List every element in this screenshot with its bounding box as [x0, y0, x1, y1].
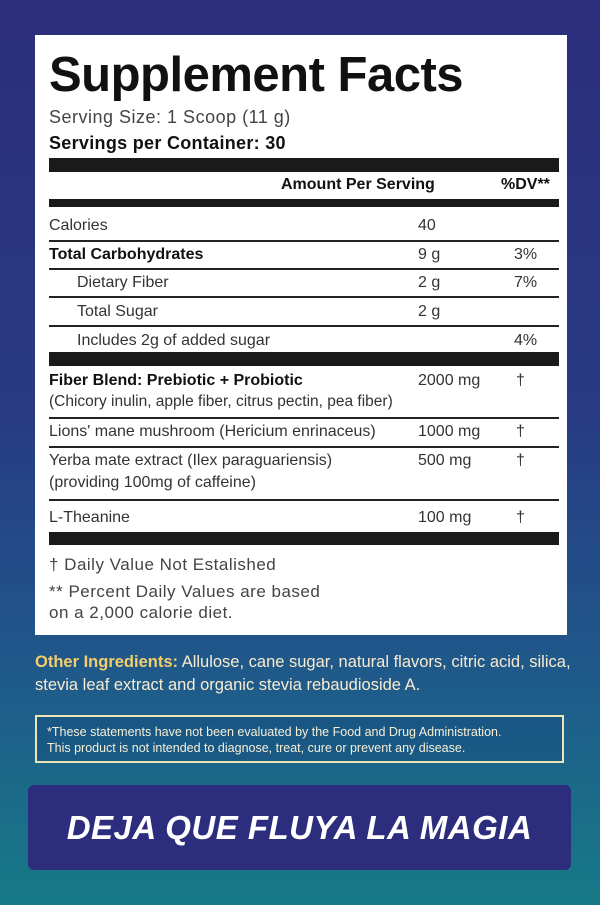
footnote-percent: ** Percent Daily Values are based — [49, 582, 321, 601]
row-amount: 2 g — [418, 274, 441, 291]
disclaimer-line: This product is not intended to diagnose… — [47, 741, 466, 755]
ingredient-sub: (Chicory inulin, apple fiber, citrus pec… — [49, 393, 393, 410]
divider — [49, 532, 559, 545]
ingredient-lions-mane: Lions' mane mushroom (Hericium enrinaceu… — [49, 423, 376, 440]
footnote-calorie: on a 2,000 calorie diet. — [49, 603, 234, 622]
row-amount: 40 — [418, 217, 436, 234]
servings-per-container: Servings per Container: 30 — [49, 133, 286, 153]
ingredient-dv: † — [516, 423, 525, 440]
amount-header: Amount Per Serving — [281, 176, 435, 193]
supplement-facts-label: Supplement Facts Serving Size: 1 Scoop (… — [35, 35, 567, 635]
fda-disclaimer: *These statements have not been evaluate… — [35, 715, 564, 763]
ingredient-amount: 2000 mg — [418, 372, 481, 389]
divider — [49, 199, 559, 207]
ingredient-yerba-mate: Yerba mate extract (Ilex paraguariensis) — [49, 452, 333, 469]
ingredient-amount: 500 mg — [418, 452, 472, 469]
row-dv: 3% — [514, 246, 538, 263]
row-total-carbohydrates: Total Carbohydrates — [49, 246, 204, 263]
ingredient-dv: † — [516, 509, 525, 526]
other-ingredients-text: Allulose, cane sugar, natural flavors, c… — [35, 653, 571, 694]
serving-size: Serving Size: 1 Scoop (11 g) — [49, 107, 291, 127]
footnote-dv: † Daily Value Not Estalished — [49, 555, 277, 574]
ingredient-dv: † — [516, 452, 525, 469]
row-dv: 7% — [514, 274, 538, 291]
row-total-sugar: Total Sugar — [77, 303, 158, 320]
ingredient-amount: 100 mg — [418, 509, 472, 526]
ingredient-l-theanine: L-Theanine — [49, 509, 130, 526]
divider — [49, 352, 559, 366]
divider — [49, 296, 559, 298]
divider — [49, 158, 559, 172]
row-dietary-fiber: Dietary Fiber — [77, 274, 169, 291]
divider — [49, 325, 559, 327]
row-amount: 2 g — [418, 303, 441, 320]
label-title: Supplement Facts — [49, 48, 464, 102]
row-dv: 4% — [514, 332, 538, 349]
ingredient-fiber-blend: Fiber Blend: Prebiotic + Probiotic — [49, 372, 303, 389]
divider — [49, 446, 559, 448]
ingredient-amount: 1000 mg — [418, 423, 481, 440]
other-ingredients: Other Ingredients: Allulose, cane sugar,… — [35, 651, 575, 697]
slogan-banner: DEJA QUE FLUYA LA MAGIA — [28, 785, 571, 870]
slogan-text: DEJA QUE FLUYA LA MAGIA — [66, 808, 533, 846]
ingredient-sub: (providing 100mg of caffeine) — [49, 474, 256, 491]
divider — [49, 417, 559, 419]
ingredient-dv: † — [516, 372, 525, 389]
divider — [49, 499, 559, 501]
dv-header: %DV** — [501, 176, 550, 193]
row-calories: Calories — [49, 217, 108, 234]
row-added-sugar: Includes 2g of added sugar — [77, 332, 271, 349]
divider — [49, 240, 559, 242]
divider — [49, 268, 559, 270]
disclaimer-line: *These statements have not been evaluate… — [47, 725, 502, 739]
row-amount: 9 g — [418, 246, 441, 263]
other-ingredients-label: Other Ingredients: — [35, 653, 179, 671]
